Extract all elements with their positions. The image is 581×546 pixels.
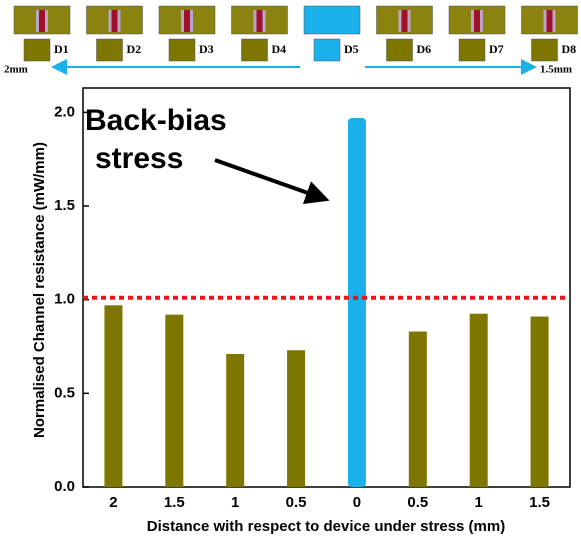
y-tick-label: 1.5 xyxy=(54,197,75,214)
device-pad xyxy=(97,39,123,61)
chart: Normalised Channel resistance (mW/mm) Di… xyxy=(0,0,581,546)
device-label: D8 xyxy=(562,42,577,56)
device-gate xyxy=(547,10,553,32)
x-axis-label: Distance with respect to device under st… xyxy=(147,518,505,535)
device-pad xyxy=(314,39,340,61)
x-tick-label: 1 xyxy=(475,494,483,511)
bar xyxy=(104,305,122,487)
bar xyxy=(409,332,427,487)
bar xyxy=(226,354,244,487)
device-gate xyxy=(184,10,190,32)
x-tick-label: 1.5 xyxy=(529,494,550,511)
annotation: stress xyxy=(95,142,183,175)
device-gate xyxy=(474,10,480,32)
device-label: D4 xyxy=(272,42,287,56)
device-gate xyxy=(112,10,118,32)
y-tick-label: 0.0 xyxy=(54,478,75,495)
bar xyxy=(348,118,366,487)
device-label: D7 xyxy=(489,42,504,56)
bar xyxy=(165,315,183,487)
bar xyxy=(531,317,549,487)
device-label: D3 xyxy=(199,42,214,56)
distance-label: 2mm xyxy=(4,64,28,76)
x-tick-label: 0.5 xyxy=(286,494,307,511)
device-label: D5 xyxy=(344,42,359,56)
device-label: D2 xyxy=(127,42,142,56)
device-pad xyxy=(532,39,558,61)
y-axis-label: Normalised Channel resistance (mW/mm) xyxy=(31,142,48,438)
device-label: D1 xyxy=(54,42,69,56)
device-gate xyxy=(39,10,45,32)
device-label: D6 xyxy=(417,42,432,56)
distance-label: 1.5mm xyxy=(540,64,572,76)
device-gate xyxy=(402,10,408,32)
x-tick-label: 2 xyxy=(109,494,117,511)
device-pad xyxy=(242,39,268,61)
bar xyxy=(470,314,488,487)
annotation: Back-bias xyxy=(85,104,227,137)
annotation-arrow xyxy=(215,160,322,198)
y-tick-label: 1.0 xyxy=(54,291,75,308)
device-pad xyxy=(459,39,485,61)
device-pad xyxy=(169,39,195,61)
x-tick-label: 1.5 xyxy=(164,494,185,511)
device-pad xyxy=(24,39,50,61)
device-gate xyxy=(257,10,263,32)
x-tick-label: 0.5 xyxy=(407,494,428,511)
x-tick-label: 0 xyxy=(353,494,361,511)
x-tick-label: 1 xyxy=(231,494,239,511)
y-tick-label: 0.5 xyxy=(54,384,75,401)
device-pad xyxy=(387,39,413,61)
bar xyxy=(287,350,305,487)
y-tick-label: 2.0 xyxy=(54,103,75,120)
device-icon xyxy=(304,6,360,34)
